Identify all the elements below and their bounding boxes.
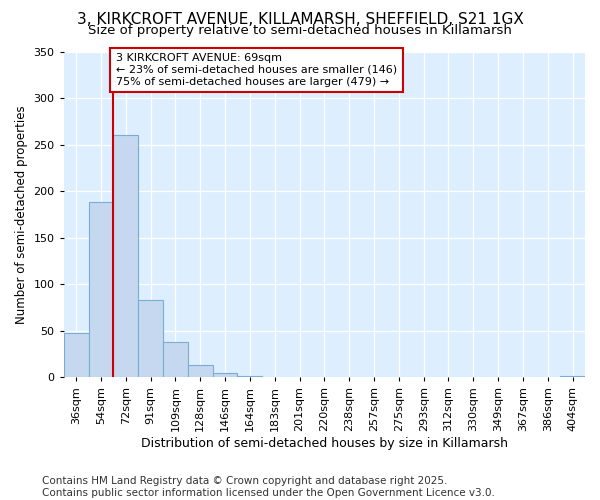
Bar [212,373,238,378]
Bar [89,202,113,378]
Bar [64,332,89,378]
Y-axis label: Number of semi-detached properties: Number of semi-detached properties [15,105,28,324]
Text: 3, KIRKCROFT AVENUE, KILLAMARSH, SHEFFIELD, S21 1GX: 3, KIRKCROFT AVENUE, KILLAMARSH, SHEFFIE… [77,12,523,28]
Text: 3 KIRKCROFT AVENUE: 69sqm
← 23% of semi-detached houses are smaller (146)
75% of: 3 KIRKCROFT AVENUE: 69sqm ← 23% of semi-… [116,54,397,86]
Bar [560,376,585,378]
Bar [238,376,262,378]
Bar [113,136,138,378]
X-axis label: Distribution of semi-detached houses by size in Killamarsh: Distribution of semi-detached houses by … [141,437,508,450]
Text: Size of property relative to semi-detached houses in Killamarsh: Size of property relative to semi-detach… [88,24,512,37]
Text: Contains HM Land Registry data © Crown copyright and database right 2025.
Contai: Contains HM Land Registry data © Crown c… [42,476,495,498]
Bar [138,300,163,378]
Bar [163,342,188,378]
Bar [188,366,212,378]
